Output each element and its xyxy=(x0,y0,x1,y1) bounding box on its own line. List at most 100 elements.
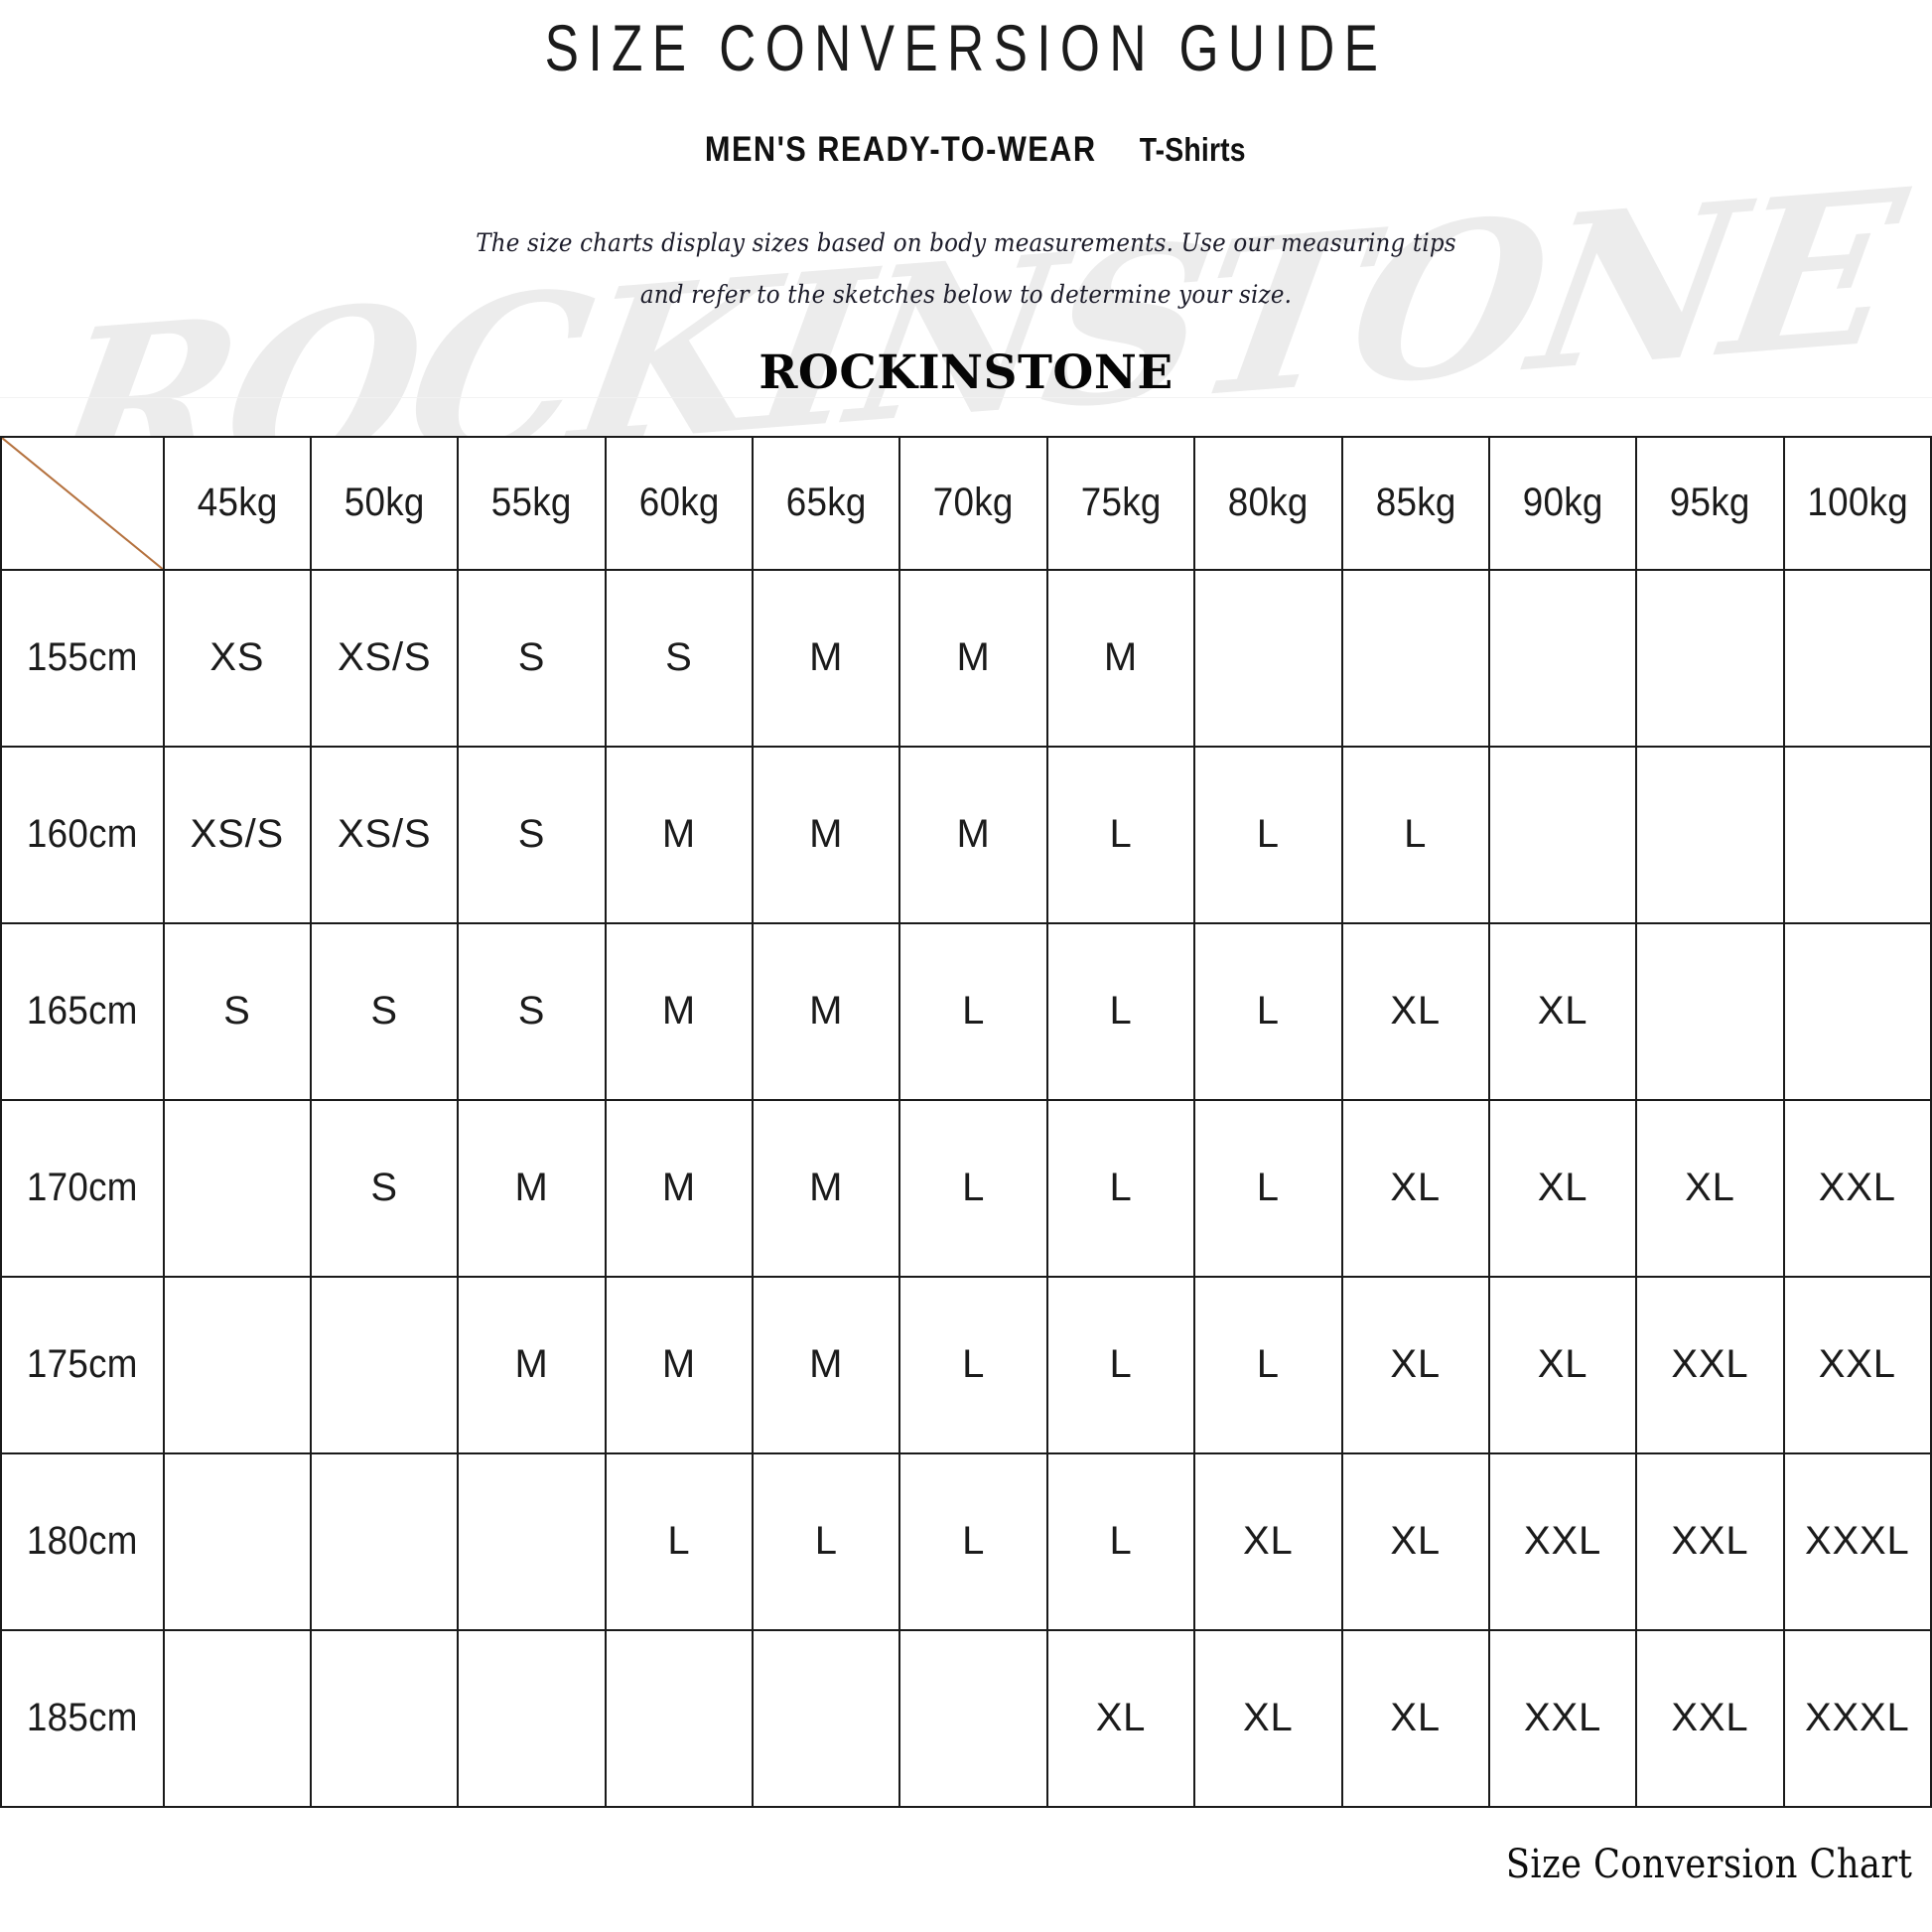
column-header-weight: 85kg xyxy=(1346,435,1484,571)
size-cell: M xyxy=(752,745,901,924)
column-header-weight: 65kg xyxy=(758,435,896,571)
size-cell-empty xyxy=(457,1451,607,1631)
size-cell: L xyxy=(1193,1098,1343,1278)
brand-name: ROCKINSTONE xyxy=(759,345,1173,400)
size-cell: L xyxy=(604,1451,755,1631)
size-cell: XS/S xyxy=(309,745,460,924)
size-cell-empty xyxy=(604,1628,755,1808)
size-cell: L xyxy=(752,1451,901,1631)
size-cell-empty xyxy=(457,1628,607,1808)
table-row: 185cm XL XL XL XXL XXL XXXL xyxy=(1,1628,1932,1808)
size-cell: L xyxy=(1045,1451,1196,1631)
size-cell: XL xyxy=(1045,1628,1196,1808)
size-cell-empty xyxy=(162,1275,312,1454)
size-cell: M xyxy=(898,568,1048,748)
corner-cell xyxy=(0,435,165,571)
row-header-height: 165cm xyxy=(6,921,158,1101)
table-row: 160cm XS/S XS/S S M M M L L L xyxy=(1,745,1932,924)
size-cell-empty xyxy=(1340,568,1490,748)
size-cell: XXL xyxy=(1635,1275,1785,1454)
size-cell: M xyxy=(752,1098,901,1278)
size-cell: M xyxy=(604,745,755,924)
size-cell: L xyxy=(898,1098,1048,1278)
size-cell: L xyxy=(1045,921,1196,1101)
column-header-weight: 75kg xyxy=(1051,435,1190,571)
size-cell: M xyxy=(604,1098,755,1278)
size-cell-empty xyxy=(1487,745,1638,924)
size-cell: S xyxy=(309,1098,460,1278)
size-cell: M xyxy=(457,1275,607,1454)
column-header-weight: 100kg xyxy=(1788,435,1926,571)
footer-caption-wrap: Size Conversion Chart xyxy=(0,1808,1932,1887)
size-cell: L xyxy=(1193,745,1343,924)
size-cell-empty xyxy=(309,1451,460,1631)
row-header-height: 175cm xyxy=(6,1275,158,1454)
column-header-weight: 50kg xyxy=(315,435,454,571)
column-header-weight: 90kg xyxy=(1493,435,1632,571)
size-cell: S xyxy=(457,568,607,748)
footer-caption: Size Conversion Chart xyxy=(1505,1841,1912,1887)
decorative-hairline xyxy=(0,397,1932,398)
page-title: SIZE CONVERSION GUIDE xyxy=(544,11,1388,84)
size-cell: XL xyxy=(1340,1628,1490,1808)
size-cell: S xyxy=(309,921,460,1101)
size-cell-empty xyxy=(162,1451,312,1631)
size-cell: M xyxy=(752,921,901,1101)
size-cell-empty xyxy=(309,1275,460,1454)
size-cell-empty xyxy=(162,1098,312,1278)
size-cell-empty xyxy=(1193,568,1343,748)
table-header-row: 45kg 50kg 55kg 60kg 65kg 70kg 75kg 80kg 85kg 90kg… xyxy=(0,435,1931,571)
size-cell: L xyxy=(1045,745,1196,924)
size-cell: XXL xyxy=(1635,1451,1785,1631)
size-cell: XXL xyxy=(1487,1628,1638,1808)
size-cell-empty xyxy=(309,1628,460,1808)
size-cell: M xyxy=(604,1275,755,1454)
size-cell-empty xyxy=(1635,568,1785,748)
size-cell: M xyxy=(752,1275,901,1454)
size-cell-empty xyxy=(898,1628,1048,1808)
table-row: 155cm XS XS/S S S M M M xyxy=(1,568,1932,748)
document-header: SIZE CONVERSION GUIDE MEN'S READY-TO-WEA… xyxy=(0,0,1932,400)
size-cell: XXL xyxy=(1782,1275,1932,1454)
size-cell: XXXL xyxy=(1782,1628,1932,1808)
diagonal-divider-icon xyxy=(2,437,163,569)
size-cell: XL xyxy=(1487,1098,1638,1278)
size-cell: XL xyxy=(1487,1275,1638,1454)
column-header-weight: 60kg xyxy=(610,435,749,571)
size-cell: XS/S xyxy=(162,745,312,924)
row-header-height: 180cm xyxy=(6,1451,158,1631)
size-cell: L xyxy=(898,921,1048,1101)
size-cell: XL xyxy=(1340,1098,1490,1278)
size-cell-empty xyxy=(1782,568,1932,748)
table-row: 180cm L L L L XL XL XXL XXL XXXL xyxy=(1,1451,1932,1631)
size-cell: XXXL xyxy=(1782,1451,1932,1631)
column-header-weight: 70kg xyxy=(904,435,1042,571)
size-cell: XXL xyxy=(1635,1628,1785,1808)
column-header-weight: 80kg xyxy=(1199,435,1337,571)
row-header-height: 160cm xyxy=(6,745,158,924)
row-header-height: 170cm xyxy=(6,1098,158,1278)
size-cell-empty xyxy=(1487,568,1638,748)
size-cell: L xyxy=(898,1275,1048,1454)
size-cell: XL xyxy=(1487,921,1638,1101)
size-cell: S xyxy=(457,745,607,924)
size-cell: XXL xyxy=(1487,1451,1638,1631)
size-cell: L xyxy=(898,1451,1048,1631)
size-cell: XS xyxy=(162,568,312,748)
size-cell: M xyxy=(898,745,1048,924)
column-header-weight: 45kg xyxy=(168,435,306,571)
size-cell: L xyxy=(1193,1275,1343,1454)
column-header-weight: 55kg xyxy=(463,435,601,571)
size-cell: XL xyxy=(1340,1451,1490,1631)
size-cell: XL xyxy=(1340,1275,1490,1454)
size-cell: M xyxy=(752,568,901,748)
size-cell: M xyxy=(604,921,755,1101)
size-cell-empty xyxy=(1635,921,1785,1101)
size-cell: XXL xyxy=(1782,1098,1932,1278)
size-cell: L xyxy=(1340,745,1490,924)
size-cell-empty xyxy=(162,1628,312,1808)
subtitle: MEN'S READY-TO-WEAR T-Shirts xyxy=(0,130,1932,170)
size-cell: M xyxy=(457,1098,607,1278)
size-table-container: 45kg 50kg 55kg 60kg 65kg 70kg 75kg 80kg 85kg 90kg… xyxy=(0,435,1932,1808)
